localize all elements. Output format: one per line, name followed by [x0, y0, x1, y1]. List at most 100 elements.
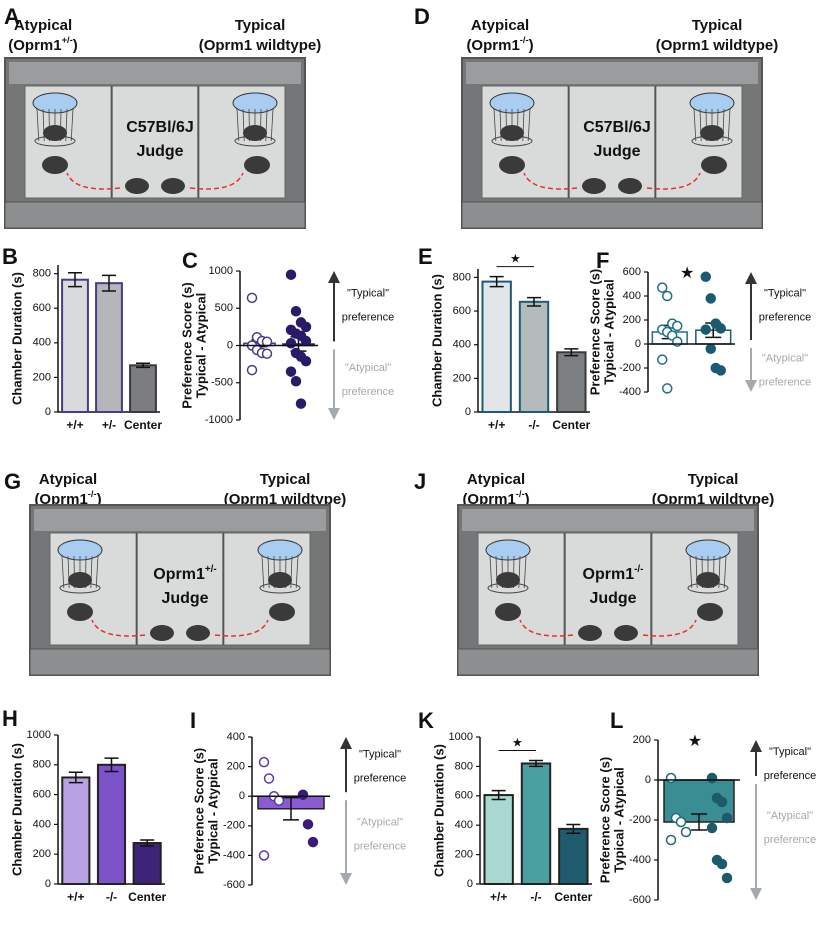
y-tick-label: 600 [453, 305, 471, 317]
stranger-mouse [495, 603, 521, 621]
arrow-head [745, 380, 757, 392]
bar [556, 351, 587, 413]
y-tick-label: 600 [455, 790, 473, 802]
cage-bar [61, 555, 65, 589]
data-point [261, 336, 273, 348]
y-axis-label: Chamber Duration (s) [431, 744, 446, 877]
data-point [258, 756, 270, 768]
y-axis-label: Chamber Duration (s) [429, 274, 444, 407]
data-point [290, 305, 302, 317]
strain-text: (Oprm1 [466, 37, 519, 54]
data-point [285, 366, 297, 377]
strain-label: (Oprm1-/-) [466, 35, 533, 54]
y-tick-label: -200 [629, 814, 651, 826]
y-tick-label: 800 [453, 271, 471, 283]
caged-mouse [243, 125, 267, 141]
judge-mouse [582, 178, 606, 194]
panel-letter: C [182, 248, 198, 273]
judge-mouse [186, 625, 210, 641]
atypical-title: Atypical [39, 471, 97, 488]
stranger-mouse [499, 156, 525, 174]
judge-label: Judge [593, 143, 640, 160]
data-point [246, 364, 258, 376]
y-tick-label: 400 [33, 818, 51, 830]
bar [129, 364, 157, 413]
cage-bar [70, 108, 74, 142]
data-point [716, 858, 728, 870]
data-point [302, 819, 314, 830]
data-point [258, 850, 270, 861]
stranger-mouse [701, 156, 727, 174]
data-point [307, 836, 319, 848]
panel-letter: E [418, 244, 433, 269]
y-tick-label: 200 [227, 761, 245, 773]
y-tick-label: 1000 [449, 731, 473, 743]
cage-bar [723, 555, 727, 589]
annotation: preference [354, 841, 407, 853]
caged-mouse [496, 572, 520, 588]
annotation: preference [354, 773, 407, 785]
error-bar [136, 362, 150, 369]
data-point [706, 772, 718, 784]
box-lid [9, 62, 301, 84]
atypical-title: Atypical [14, 17, 72, 34]
stranger-mouse [244, 156, 270, 174]
strain-text: ) [73, 37, 78, 54]
strain-text: (Oprm1 [34, 491, 87, 508]
panel-letter: I [190, 708, 196, 733]
y-tick-label: 800 [455, 760, 473, 772]
data-point [665, 772, 677, 784]
y-tick-label: 200 [633, 734, 651, 746]
typical-title: Typical [692, 17, 743, 34]
typical-strain: (Oprm1 wildtype) [224, 491, 347, 508]
data-point [715, 323, 726, 334]
bar [483, 794, 514, 885]
y-tick-label: 400 [33, 337, 51, 349]
error-bar [691, 813, 707, 831]
cage-bar [36, 108, 40, 142]
x-tick-label: Center [554, 890, 592, 904]
data-point [295, 398, 307, 409]
y-axis-label: Preference Score (s) [587, 269, 602, 395]
panel-letter: F [596, 248, 609, 273]
caged-mouse [268, 572, 292, 588]
strain-text: Oprm1 [583, 566, 635, 583]
arrow-head [750, 740, 762, 752]
y-tick-label: -400 [619, 386, 641, 398]
x-tick-label: Center [124, 418, 162, 432]
x-tick-label: -/- [106, 890, 117, 904]
cage-bar [523, 555, 527, 589]
data-point [300, 321, 312, 333]
data-point [285, 338, 297, 349]
cage-bar [95, 555, 99, 589]
x-tick-label: -/- [530, 890, 541, 904]
bar [518, 300, 550, 413]
data-point [721, 872, 733, 884]
strain-text: ) [97, 491, 102, 508]
arrow-head [328, 271, 340, 283]
arrow-head [340, 873, 352, 885]
error-bar [104, 757, 119, 773]
y-tick-label: 0 [239, 790, 245, 802]
y-tick-label: 600 [33, 789, 51, 801]
x-tick-label: +/- [102, 418, 116, 432]
approach-arrow [523, 172, 578, 190]
y-tick-label: -600 [629, 894, 651, 906]
y-axis-label: Chamber Duration (s) [9, 272, 24, 405]
x-tick-label: +/+ [67, 890, 84, 904]
y-tick-label: -600 [223, 879, 245, 891]
y-tick-label: 400 [227, 731, 245, 743]
strain-label: Oprm1-/- [583, 564, 644, 583]
significance-star: ★ [512, 736, 523, 750]
strain-superscript: -/- [516, 490, 525, 500]
bar [132, 842, 162, 886]
arrow-head [745, 272, 757, 284]
cage-bar [689, 555, 693, 589]
bar [95, 282, 123, 413]
strain-superscript: +/- [205, 564, 217, 575]
strain-text: (Oprm1 [8, 37, 61, 54]
cage-bar [527, 108, 531, 142]
data-point [246, 292, 258, 304]
data-point [263, 773, 275, 784]
